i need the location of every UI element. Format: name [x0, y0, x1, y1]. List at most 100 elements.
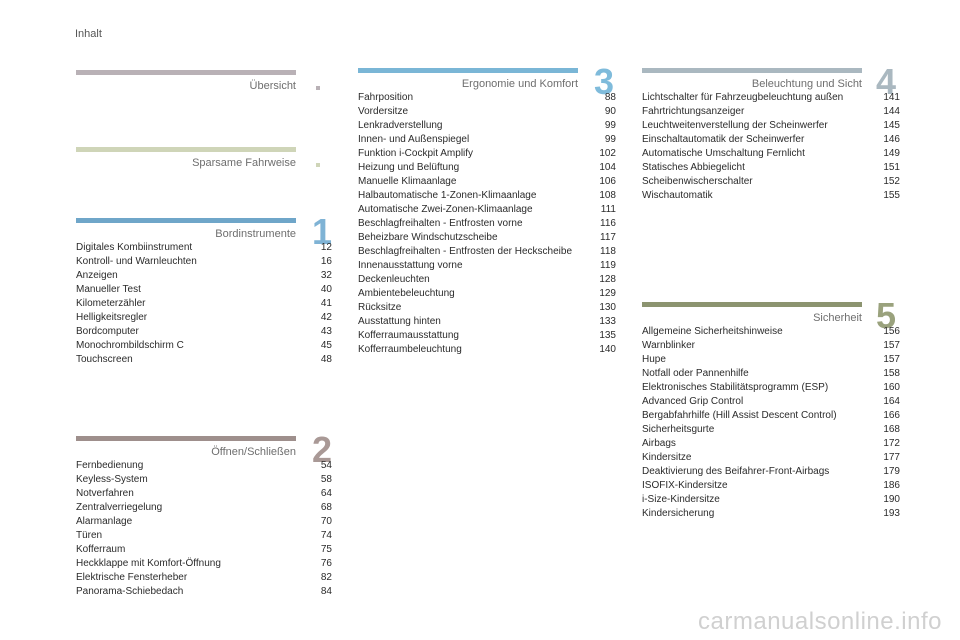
toc-entry[interactable]: Zentralverriegelung 68	[76, 501, 332, 515]
section-title[interactable]: Ergonomie und Komfort	[461, 78, 578, 90]
entry-label: Automatische Umschaltung Fernlicht	[642, 148, 805, 159]
toc-entry[interactable]: Monochrombildschirm C 45	[76, 339, 332, 353]
entry-page-number: 45	[320, 340, 332, 351]
entry-page-number: 40	[320, 284, 332, 295]
toc-entry[interactable]: Wischautomatik 155	[642, 189, 900, 203]
toc-entry[interactable]: Elektronisches Stabilitätsprogramm (ESP)…	[642, 381, 900, 395]
entry-page-number: 116	[600, 218, 616, 229]
toc-entry[interactable]: Beheizbare Windschutzscheibe 117	[358, 231, 616, 245]
toc-entry[interactable]: Notfall oder Pannenhilfe 158	[642, 367, 900, 381]
toc-entry[interactable]: Manueller Test 40	[76, 283, 332, 297]
toc-entry[interactable]: Manuelle Klimaanlage 106	[358, 175, 616, 189]
toc-entry[interactable]: Ambientebeleuchtung 129	[358, 287, 616, 301]
section-title[interactable]: Sparsame Fahrweise	[192, 157, 296, 169]
entry-page-number: 117	[600, 232, 616, 243]
toc-entry[interactable]: Sicherheitsgurte 168	[642, 423, 900, 437]
toc-entry[interactable]: Kindersicherung 193	[642, 507, 900, 521]
toc-entry[interactable]: Kofferraumbeleuchtung 140	[358, 343, 616, 357]
toc-entry[interactable]: Ausstattung hinten 133	[358, 315, 616, 329]
toc-entry[interactable]: Lichtschalter für Fahrzeugbeleuchtung au…	[642, 91, 900, 105]
toc-entry[interactable]: Deaktivierung des Beifahrer-Front-Airbag…	[642, 465, 900, 479]
toc-entry[interactable]: Türen 74	[76, 529, 332, 543]
toc-entry[interactable]: Kindersitze 177	[642, 451, 900, 465]
toc-entry[interactable]: Innenausstattung vorne 119	[358, 259, 616, 273]
entry-page-number: 111	[600, 204, 616, 215]
toc-entry[interactable]: Statisches Abbiegelicht 151	[642, 161, 900, 175]
entry-page-number: 152	[883, 176, 900, 187]
section-title[interactable]: Beleuchtung und Sicht	[751, 78, 862, 90]
entry-label: Airbags	[642, 438, 676, 449]
section-title[interactable]: Bordinstrumente	[215, 228, 296, 240]
toc-entry[interactable]: Kilometerzähler 41	[76, 297, 332, 311]
entry-page-number: 133	[599, 316, 616, 327]
section-title[interactable]: Öffnen/Schließen	[211, 446, 296, 458]
toc-entry[interactable]: i-Size-Kindersitze 190	[642, 493, 900, 507]
toc-entry[interactable]: Vordersitze 90	[358, 105, 616, 119]
toc-entry[interactable]: Leuchtweitenverstellung der Scheinwerfer…	[642, 119, 900, 133]
entry-label: Allgemeine Sicherheitshinweise	[642, 326, 783, 337]
toc-entry[interactable]: Rücksitze 130	[358, 301, 616, 315]
entry-page-number: 75	[320, 544, 332, 555]
toc-entry[interactable]: Advanced Grip Control 164	[642, 395, 900, 409]
toc-entry[interactable]: Bergabfahrhilfe (Hill Assist Descent Con…	[642, 409, 900, 423]
watermark: carmanualsonline.info	[698, 608, 942, 635]
toc-entry[interactable]: Halbautomatische 1-Zonen-Klimaanlage 108	[358, 189, 616, 203]
toc-entry[interactable]: Digitales Kombiinstrument 12	[76, 241, 332, 255]
toc-entry[interactable]: Scheibenwischerschalter 152	[642, 175, 900, 189]
section-title[interactable]: Übersicht	[249, 80, 296, 92]
entry-label: Bergabfahrhilfe (Hill Assist Descent Con…	[642, 410, 837, 421]
toc-entry[interactable]: Panorama-Schiebedach 84	[76, 585, 332, 599]
entry-label: Innen- und Außenspiegel	[358, 134, 470, 145]
entry-label: ISOFIX-Kindersitze	[642, 480, 728, 491]
toc-entry[interactable]: Funktion i-Cockpit Amplify 102	[358, 147, 616, 161]
entry-label: Leuchtweitenverstellung der Scheinwerfer	[642, 120, 828, 131]
page-header: Inhalt	[75, 28, 102, 40]
entry-page-number: 58	[320, 474, 332, 485]
toc-entry[interactable]: Heizung und Belüftung 104	[358, 161, 616, 175]
entry-label: Halbautomatische 1-Zonen-Klimaanlage	[358, 190, 537, 201]
section-bar	[642, 302, 862, 307]
toc-entry[interactable]: Beschlagfreihalten - Entfrosten der Heck…	[358, 245, 616, 259]
toc-entry[interactable]: Fahrtrichtungsanzeiger 144	[642, 105, 900, 119]
toc-entry[interactable]: Warnblinker 157	[642, 339, 900, 353]
toc-entry[interactable]: Deckenleuchten 128	[358, 273, 616, 287]
entry-page-number: 168	[883, 424, 900, 435]
toc-entry[interactable]: Touchscreen 48	[76, 353, 332, 367]
toc-entry[interactable]: Airbags 172	[642, 437, 900, 451]
toc-entry[interactable]: Fahrposition 88	[358, 91, 616, 105]
toc-entry[interactable]: ISOFIX-Kindersitze 186	[642, 479, 900, 493]
toc-entry[interactable]: Alarmanlage 70	[76, 515, 332, 529]
entry-label: Manuelle Klimaanlage	[358, 176, 457, 187]
toc-entry[interactable]: Kofferraumausstattung 135	[358, 329, 616, 343]
entry-page-number: 179	[883, 466, 900, 477]
toc-entry[interactable]: Anzeigen 32	[76, 269, 332, 283]
entry-label: Rücksitze	[358, 302, 402, 313]
entry-label: Hupe	[642, 354, 666, 365]
toc-entry[interactable]: Kontroll- und Warnleuchten 16	[76, 255, 332, 269]
entry-page-number: 88	[604, 92, 616, 103]
toc-entry[interactable]: Lenkradverstellung 99	[358, 119, 616, 133]
toc-entry[interactable]: Beschlagfreihalten - Entfrosten vorne 116	[358, 217, 616, 231]
entry-label: Bordcomputer	[76, 326, 139, 337]
toc-entry[interactable]: Automatische Zwei-Zonen-Klimaanlage 111	[358, 203, 616, 217]
entry-page-number: 90	[604, 106, 616, 117]
toc-entry[interactable]: Elektrische Fensterheber 82	[76, 571, 332, 585]
toc-entry[interactable]: Keyless-System 58	[76, 473, 332, 487]
toc-entry[interactable]: Bordcomputer 43	[76, 325, 332, 339]
section-bar	[76, 218, 296, 223]
toc-entry[interactable]: Innen- und Außenspiegel 99	[358, 133, 616, 147]
entry-label: Zentralverriegelung	[76, 502, 163, 513]
toc-entry[interactable]: Notverfahren 64	[76, 487, 332, 501]
toc-entry[interactable]: Helligkeitsregler 42	[76, 311, 332, 325]
entry-list: Digitales Kombiinstrument 12 Kontroll- und…	[76, 241, 332, 367]
toc-entry[interactable]: Hupe 157	[642, 353, 900, 367]
entry-page-number: 42	[320, 312, 332, 323]
toc-entry[interactable]: Heckklappe mit Komfort-Öffnung 76	[76, 557, 332, 571]
toc-entry[interactable]: Fernbedienung 54	[76, 459, 332, 473]
toc-entry[interactable]: Allgemeine Sicherheitshinweise 156	[642, 325, 900, 339]
toc-entry[interactable]: Kofferraum 75	[76, 543, 332, 557]
entry-page-number: 12	[320, 242, 332, 253]
section-title[interactable]: Sicherheit	[813, 312, 862, 324]
toc-entry[interactable]: Automatische Umschaltung Fernlicht 149	[642, 147, 900, 161]
toc-entry[interactable]: Einschaltautomatik der Scheinwerfer 146	[642, 133, 900, 147]
